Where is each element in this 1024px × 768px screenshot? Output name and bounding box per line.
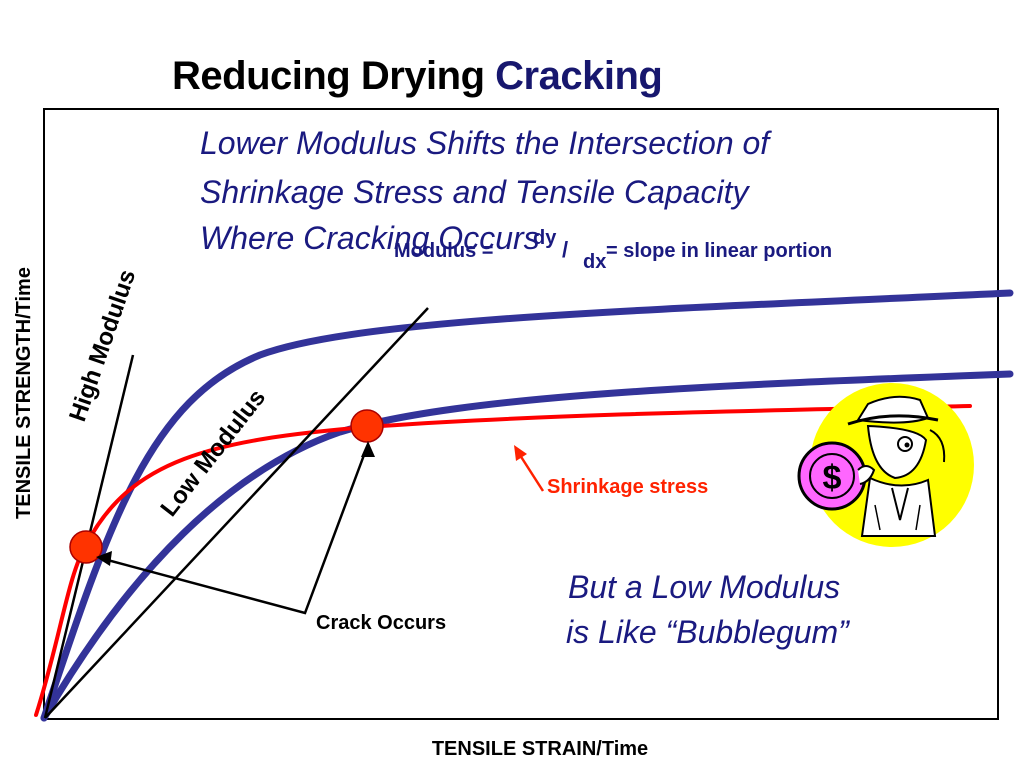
clipart-hand [857, 465, 876, 485]
title-accent: Cracking [495, 54, 663, 98]
crack-arrow-lines [99, 446, 369, 615]
clipart-coin-rim [809, 453, 855, 499]
modulus-prefix: Modulus = [394, 240, 493, 262]
crack-marker-high [69, 530, 103, 564]
subtitle-line-1: Lower Modulus Shifts the Intersection of [200, 125, 772, 161]
subtitle-line-3: Where Cracking Occurs [200, 220, 540, 256]
money-man-clipart: $ [797, 383, 974, 547]
page-title: Reducing Drying Cracking [172, 54, 663, 99]
shrinkage-stress-label: Shrinkage stress [547, 476, 708, 498]
high-modulus-curve [40, 289, 1014, 722]
crack-marker-low [350, 409, 384, 443]
low-modulus-tangent [44, 307, 429, 719]
shrinkage-arrow-line [516, 451, 545, 492]
clipart-coat-line-2 [915, 504, 921, 531]
bubblegum-line-1: But a Low Modulus [568, 569, 840, 605]
modulus-slash: / [562, 237, 568, 262]
clipart-hair [929, 429, 946, 463]
crack-occurs-label: Crack Occurs [316, 612, 446, 634]
x-axis-label: TENSILE STRAIN/Time [432, 738, 648, 760]
modulus-denominator: dx [583, 251, 606, 273]
modulus-suffix: = slope in linear portion [606, 240, 832, 262]
clipart-body [860, 476, 937, 537]
clipart-face [866, 424, 928, 480]
modulus-numerator: dy [533, 227, 557, 249]
plot-frame [43, 108, 999, 720]
dollar-icon: $ [823, 459, 842, 497]
crack-arrowhead-up [361, 441, 375, 457]
clipart-tie [891, 487, 909, 521]
crack-arrowhead-left [96, 551, 112, 566]
y-axis-label: TENSILE STRENGTH/Time [13, 267, 35, 519]
subtitle-line-2: Shrinkage Stress and Tensile Capacity [200, 174, 750, 210]
bubblegum-line-2: is Like “Bubblegum” [566, 614, 850, 650]
high-modulus-label: High Modulus [64, 266, 141, 425]
shrinkage-stress-curve [34, 404, 972, 717]
low-modulus-label: Low Modulus [155, 384, 271, 521]
clipart-hat-brim [847, 414, 939, 426]
shrinkage-arrowhead [514, 445, 527, 461]
title-main: Reducing Drying [172, 54, 485, 98]
clipart-pupil [904, 442, 910, 448]
clipart-coat-line [874, 504, 881, 531]
